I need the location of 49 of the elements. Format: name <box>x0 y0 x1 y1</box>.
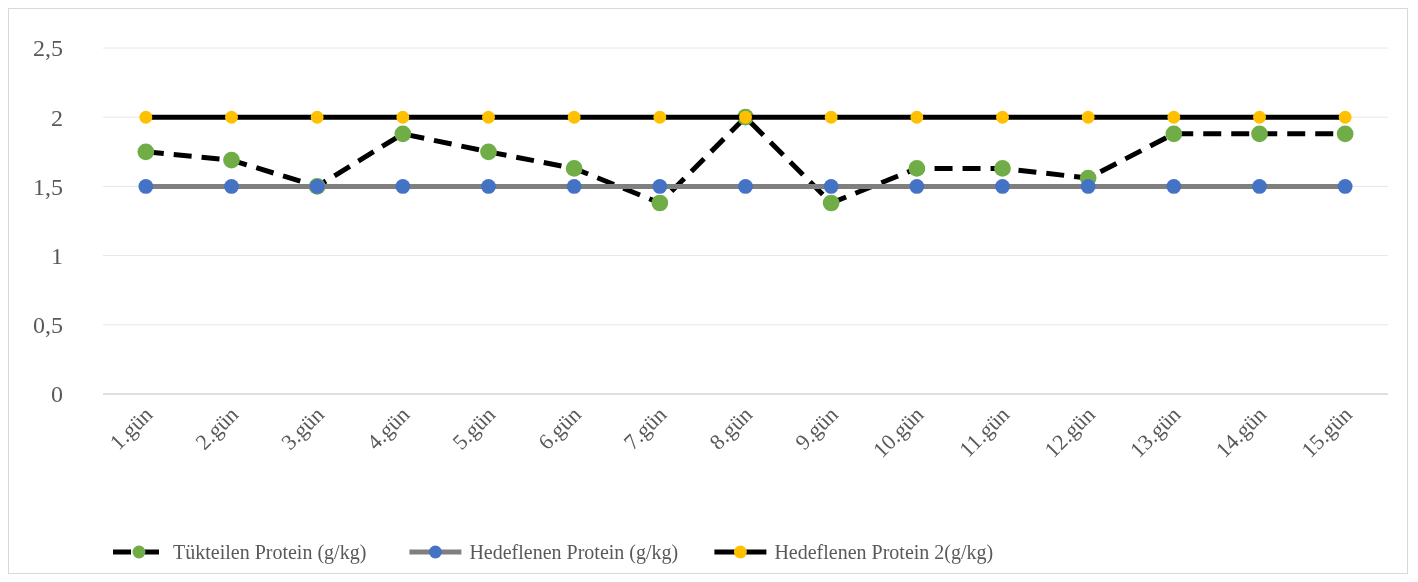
point <box>1080 179 1096 194</box>
point <box>565 160 583 177</box>
point <box>1166 179 1182 194</box>
point <box>481 179 496 194</box>
point <box>310 110 324 124</box>
point <box>567 110 581 124</box>
point <box>910 110 924 124</box>
point <box>1337 179 1353 194</box>
point <box>653 110 667 124</box>
point <box>137 143 155 161</box>
point <box>566 179 582 194</box>
point <box>139 110 153 124</box>
y-tick-label: 2,5 <box>33 35 63 62</box>
point <box>823 179 839 194</box>
point <box>1081 110 1095 124</box>
point <box>738 179 753 194</box>
point <box>996 110 1009 124</box>
y-tick-label: 1 <box>51 243 63 269</box>
legend-label: Hedeflenen Protein 2(g/kg) <box>774 541 994 564</box>
point <box>994 160 1011 177</box>
point <box>995 179 1010 194</box>
y-tick-label: 0 <box>51 381 63 408</box>
point <box>909 179 925 194</box>
point <box>908 160 926 177</box>
point <box>138 179 154 194</box>
point <box>396 110 410 124</box>
point <box>1252 179 1267 194</box>
point <box>1165 125 1183 143</box>
point <box>394 125 412 143</box>
point <box>822 194 840 212</box>
point <box>1167 110 1181 124</box>
point <box>482 110 495 124</box>
point <box>224 179 239 194</box>
point <box>1253 110 1266 124</box>
legend-label: Tükteilen Protein (g/kg) <box>173 541 367 564</box>
point <box>1338 110 1352 124</box>
point <box>1336 125 1354 143</box>
point <box>652 179 668 194</box>
y-tick-label: 1,5 <box>33 173 63 200</box>
legend-label: Hedeflenen Protein (g/kg) <box>469 541 679 564</box>
point <box>395 179 411 194</box>
y-tick-label: 2 <box>51 104 63 131</box>
y-tick-label: 0,5 <box>33 312 63 339</box>
point <box>223 151 240 169</box>
point <box>225 110 238 124</box>
point <box>651 194 669 212</box>
point <box>480 143 497 161</box>
point <box>824 110 838 124</box>
point <box>1251 125 1268 143</box>
